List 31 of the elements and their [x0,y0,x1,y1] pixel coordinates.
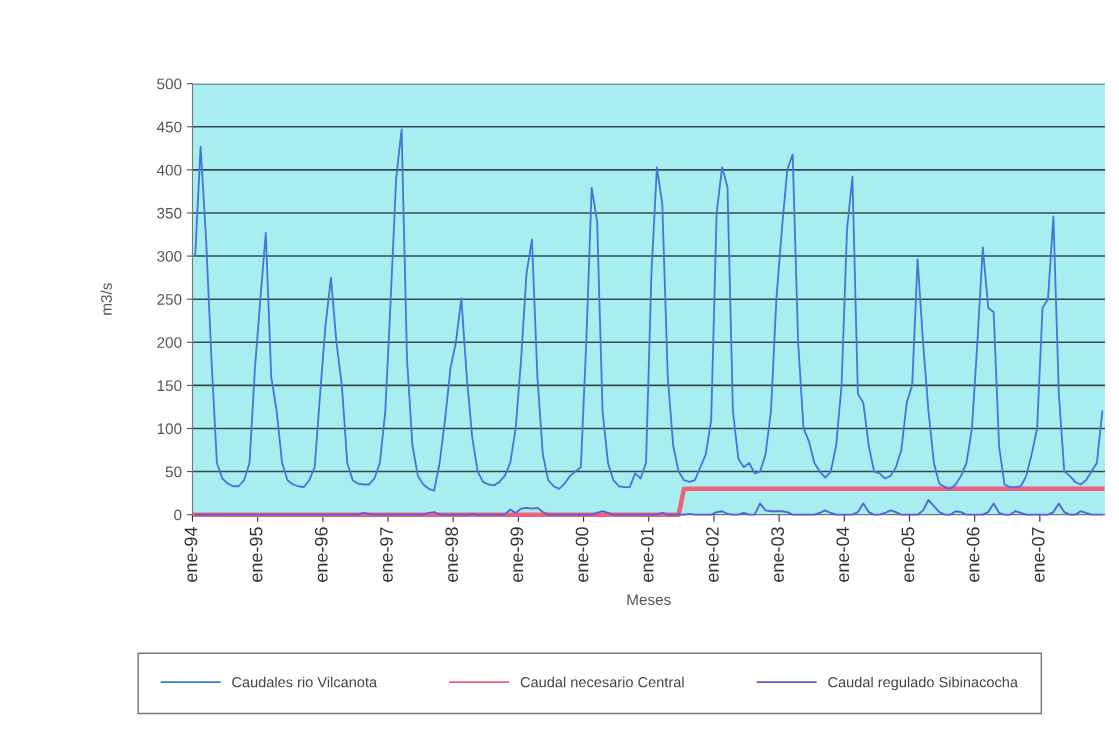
x-tick-label: ene-06 [966,527,980,582]
y-tick-label: 500 [157,78,182,90]
x-tick-label: ene-01 [640,527,654,582]
x-tick-label: ene-02 [705,527,719,582]
y-tick-label: 200 [157,337,182,348]
legend-label: Caudal regulado Sibinacocha [828,676,1018,691]
x-tick-label: ene-04 [836,527,850,582]
y-axis-title: m3/s [100,283,112,315]
y-tick-label: 0 [174,509,182,521]
x-tick-label: ene-95 [249,527,263,582]
y-tick-label: 50 [165,466,182,478]
y-tick-label: 100 [157,423,182,435]
x-tick-label: ene-94 [184,527,198,582]
x-tick-label: ene-96 [314,527,328,582]
x-tick-label: ene-00 [575,527,589,582]
x-tick-label: ene-98 [445,527,459,582]
y-tick-label: 400 [156,164,182,176]
x-tick-label: ene-05 [901,527,915,582]
x-tick-label: ene-07 [1031,527,1045,582]
x-axis-title: Meses [627,594,671,606]
y-tick-label: 250 [157,294,182,305]
x-tick-label: ene-03 [771,527,784,582]
x-tick-label: ene-99 [510,527,524,582]
legend-label: Caudales rio Vilcanota [232,676,378,688]
y-tick-label: 350 [157,207,182,219]
y-tick-label: 450 [156,121,182,133]
y-tick-label: 300 [157,250,182,262]
line-series [194,128,1104,492]
legend-label: Caudal necesario Central [520,676,684,688]
x-tick-label: ene-97 [380,527,393,582]
y-tick-label: 150 [157,380,182,392]
